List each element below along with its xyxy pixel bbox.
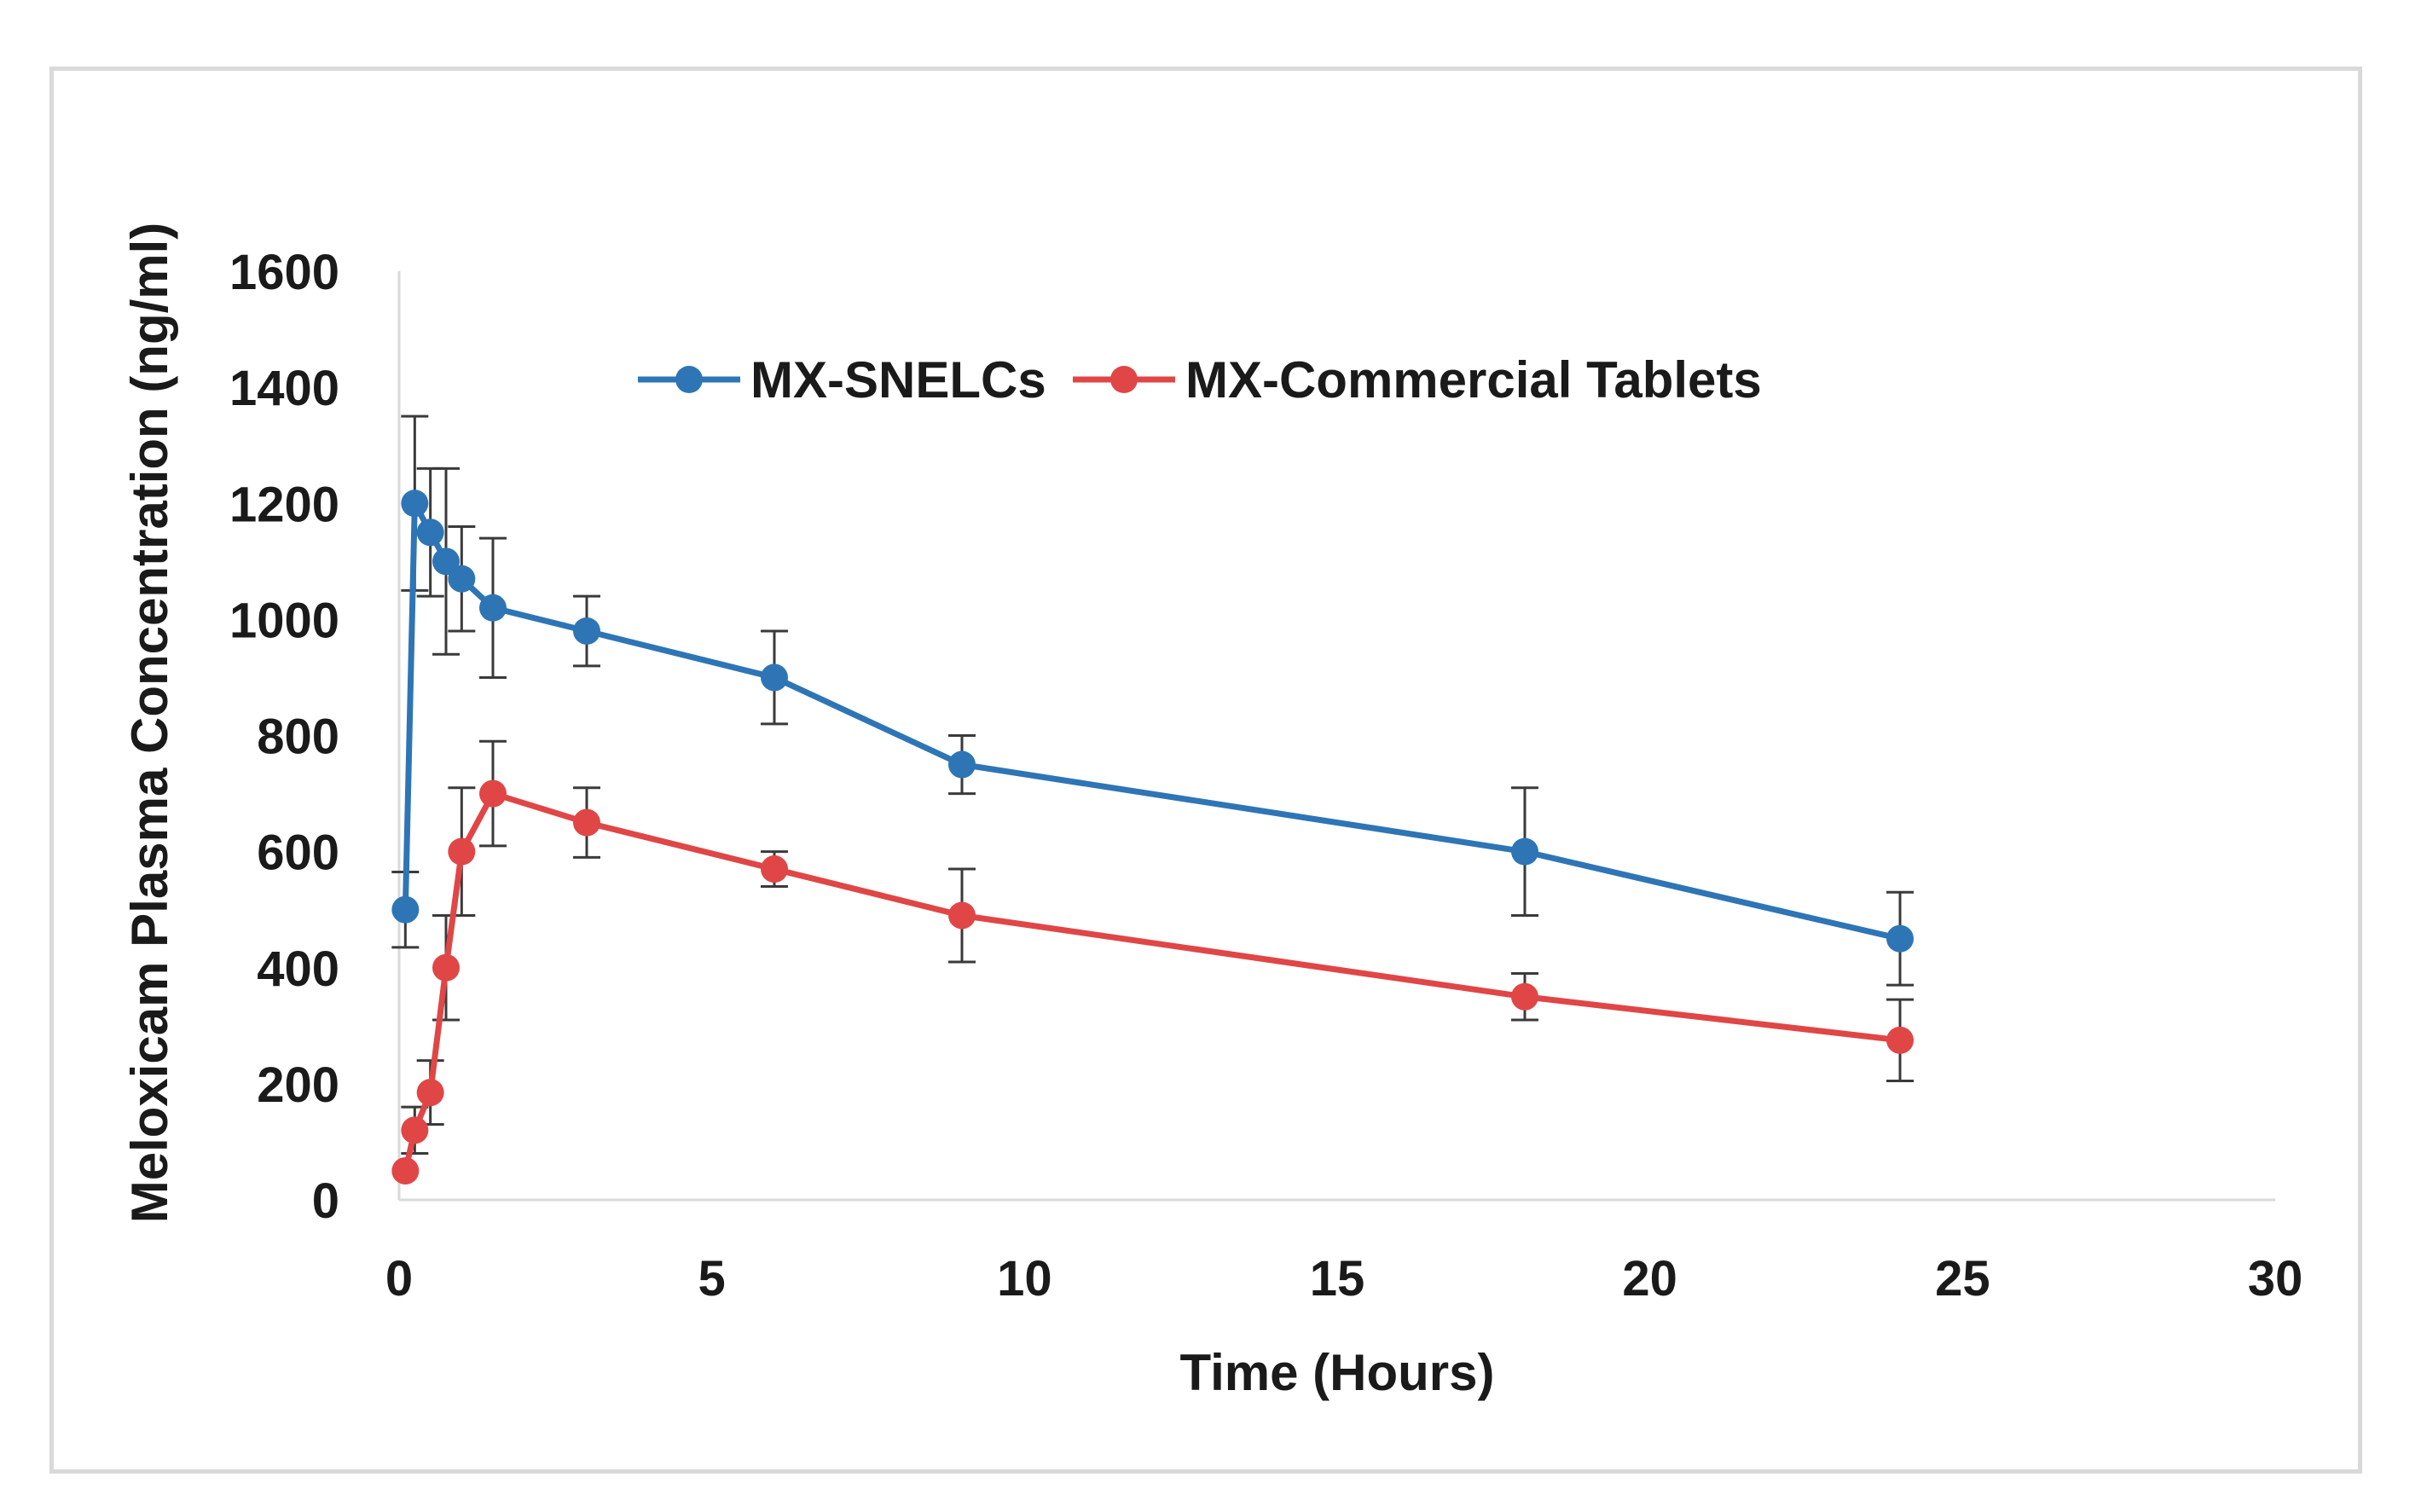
legend-item: MX-SNELCs [638, 351, 1046, 408]
error-bars [391, 414, 1914, 987]
data-point [391, 1156, 420, 1185]
y-tick-label: 1400 [229, 361, 339, 416]
x-tick-label: 5 [698, 1251, 726, 1306]
data-point [401, 490, 429, 518]
x-tick-labels: 0 5 10 15 20 25 30 [385, 1251, 2303, 1306]
data-point [948, 750, 976, 779]
x-tick-label: 15 [1310, 1251, 1365, 1306]
y-tick-label: 800 [257, 710, 339, 765]
legend-marker [1110, 366, 1138, 393]
data-point [416, 518, 444, 547]
x-axis-label: Time (Hours) [1180, 1344, 1495, 1401]
data-point [391, 895, 420, 924]
y-tick-label: 1600 [229, 245, 339, 300]
legend-label: MX-SNELCs [750, 351, 1046, 408]
x-tick-label: 20 [1622, 1251, 1677, 1306]
y-axis-label: Meloxicam Plasma Concentration (ng/ml) [121, 223, 178, 1224]
y-tick-label: 600 [257, 826, 339, 881]
legend-item: MX-Commercial Tablets [1073, 351, 1762, 408]
legend-marker [675, 366, 703, 393]
data-point [1886, 1026, 1914, 1054]
data-point [948, 901, 976, 930]
x-tick-label: 25 [1935, 1251, 1990, 1306]
series-line [402, 500, 1901, 942]
y-tick-label: 1000 [229, 593, 339, 648]
x-tick-label: 10 [997, 1251, 1052, 1306]
data-point [432, 953, 460, 982]
y-tick-labels: 0 200 400 600 800 1000 1200 1400 1600 [229, 245, 339, 1229]
axes [397, 271, 2275, 1202]
series-1 [391, 414, 1914, 987]
legend: MX-SNELCs MX-Commercial Tablets [638, 351, 1762, 408]
x-tick-label: 30 [2248, 1251, 2303, 1306]
data-point [401, 1116, 429, 1144]
data-point [479, 594, 507, 622]
series-2 [391, 739, 1914, 1185]
data-point [479, 779, 507, 808]
y-tick-label: 1200 [229, 477, 339, 532]
data-point [448, 565, 476, 593]
data-point [1511, 837, 1538, 866]
data-point [573, 617, 600, 645]
legend-label: MX-Commercial Tablets [1185, 351, 1762, 408]
data-point [1511, 982, 1538, 1011]
series-layer [391, 414, 1914, 1185]
series-line [402, 791, 1901, 1172]
data-point [416, 1079, 444, 1107]
data-point [573, 808, 600, 837]
data-point [761, 663, 788, 692]
x-tick-label: 0 [385, 1251, 413, 1306]
error-bars [401, 739, 1914, 1156]
data-point [761, 855, 788, 883]
data-point [448, 837, 476, 866]
y-tick-label: 400 [257, 941, 339, 997]
data-point [432, 547, 460, 576]
data-point [1886, 924, 1914, 953]
chart-frame [49, 67, 2362, 1474]
y-tick-label: 200 [257, 1057, 339, 1113]
y-tick-label: 0 [312, 1173, 339, 1229]
